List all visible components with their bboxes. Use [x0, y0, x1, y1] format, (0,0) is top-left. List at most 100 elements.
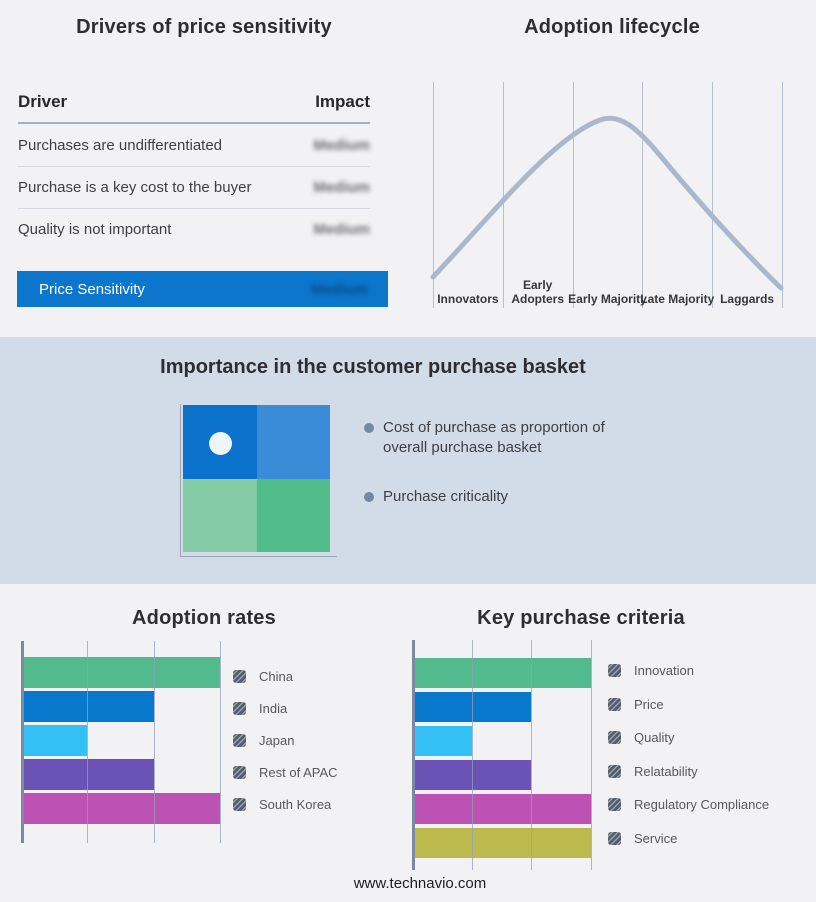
- lifecycle-gridline: [712, 82, 714, 308]
- adoption-rates-legend: China India Japan Rest of APAC South Korea: [233, 660, 338, 820]
- legend-swatch-icon: [608, 664, 621, 678]
- bar-regulatory-compliance: [415, 794, 591, 824]
- key-purchase-criteria-legend: Innovation Price Quality Relatability Regula…: [608, 654, 769, 855]
- basket-bullet-list: Cost of purchase as proportion of overal…: [364, 418, 654, 507]
- legend-swatch-icon: [233, 797, 246, 811]
- bell-curve-path: [430, 115, 784, 291]
- bullet-text: Cost of purchase as proportion of overal…: [383, 419, 605, 456]
- key-purchase-criteria-plot: [412, 640, 594, 870]
- legend-item: China: [233, 660, 338, 692]
- bar-price: [415, 692, 531, 722]
- legend-item: South Korea: [233, 788, 338, 820]
- quadrant-marker-dot: [209, 432, 232, 455]
- legend-label: Price: [634, 696, 664, 712]
- legend-label: Innovation: [634, 663, 694, 679]
- legend-item: Price: [608, 688, 769, 722]
- legend-swatch-icon: [608, 697, 621, 711]
- legend-label: China: [259, 668, 293, 684]
- driver-table-row: Purchase is a key cost to the buyer Mediu…: [18, 166, 370, 208]
- legend-label: Regulatory Compliance: [634, 797, 770, 813]
- legend-item: Innovation: [608, 654, 769, 688]
- driver-cell: Purchase is a key cost to the buyer: [18, 179, 252, 196]
- driver-cell: Quality is not important: [18, 221, 172, 238]
- legend-item: Relatability: [608, 755, 769, 789]
- lifecycle-gridline: [782, 82, 783, 308]
- impact-cell: Medium: [313, 136, 370, 154]
- bar-quality: [415, 726, 472, 756]
- price-sensitivity-impact-value: Medium: [311, 280, 368, 298]
- drivers-table: Driver Impact Purchases are undifferenti…: [18, 92, 370, 250]
- legend-label: India: [259, 700, 288, 716]
- column-header-impact: Impact: [315, 92, 370, 111]
- legend-item: Service: [608, 822, 769, 856]
- legend-swatch-icon: [608, 764, 621, 778]
- legend-swatch-icon: [233, 733, 246, 747]
- lifecycle-gridline: [433, 82, 434, 308]
- adoption-rates-plot: [21, 641, 223, 843]
- chart-gridline: [531, 640, 532, 870]
- legend-label: Quality: [634, 730, 675, 746]
- bar-japan: [24, 725, 87, 756]
- lifecycle-gridline: [502, 82, 504, 308]
- bar-relatability: [415, 760, 531, 790]
- bullet-text: Purchase criticality: [383, 488, 509, 505]
- quadrant-x-axis: [180, 556, 337, 557]
- quadrant-cell-top-right: [256, 405, 330, 479]
- key-purchase-criteria-title: Key purchase criteria: [477, 607, 685, 629]
- legend-label: Service: [634, 830, 678, 846]
- legend-item: Quality: [608, 721, 769, 755]
- drivers-table-rows: Purchases are undifferentiated Medium Purc…: [18, 124, 370, 250]
- quadrant-matrix: [183, 405, 330, 552]
- legend-item: India: [233, 692, 338, 724]
- bar-india: [24, 691, 154, 722]
- price-sensitivity-label: Price Sensitivity: [39, 280, 145, 298]
- driver-table-row: Purchases are undifferentiated Medium: [18, 124, 370, 166]
- chart-gridline: [87, 641, 88, 843]
- lifecycle-stage-label: Innovators: [437, 292, 499, 306]
- price-sensitivity-bar: Price Sensitivity Medium: [17, 271, 388, 307]
- legend-label: Japan: [259, 732, 295, 748]
- bar-china: [24, 657, 220, 688]
- lifecycle-gridline: [572, 82, 574, 308]
- legend-swatch-icon: [608, 831, 621, 845]
- drivers-panel-title: Drivers of price sensitivity: [76, 16, 332, 38]
- driver-cell: Purchases are undifferentiated: [18, 136, 223, 154]
- quadrant-y-axis: [180, 404, 181, 557]
- legend-label: Relatability: [634, 763, 698, 779]
- chart-gridline: [591, 640, 592, 870]
- chart-axis: [412, 640, 415, 870]
- bar-south-korea: [24, 793, 220, 824]
- bullet-item: Purchase criticality: [364, 487, 654, 507]
- quadrant-cell-bottom-right: [256, 478, 330, 552]
- adoption-rates-title: Adoption rates: [132, 607, 276, 629]
- impact-cell: Medium: [313, 179, 370, 196]
- legend-item: Rest of APAC: [233, 756, 338, 788]
- bar-rest-of-apac: [24, 759, 154, 790]
- legend-label: South Korea: [259, 796, 332, 812]
- footer-url: www.technavio.com: [353, 875, 487, 892]
- lifecycle-stage-label: Early Adopters: [511, 278, 565, 306]
- bullet-dot-icon: [364, 423, 374, 433]
- lifecycle-gridline: [642, 82, 644, 308]
- bar-service: [415, 828, 591, 858]
- lifecycle-stage-label: Late Majority: [640, 292, 715, 306]
- purchase-basket-band: Importance in the customer purchase bask…: [0, 337, 816, 584]
- legend-swatch-icon: [608, 731, 621, 745]
- drivers-table-header: Driver Impact: [18, 92, 370, 124]
- legend-item: Regulatory Compliance: [608, 788, 769, 822]
- chart-gridline: [472, 640, 473, 870]
- lifecycle-panel-title: Adoption lifecycle: [524, 16, 700, 38]
- legend-swatch-icon: [233, 701, 246, 715]
- bar-innovation: [415, 658, 591, 688]
- chart-gridline: [154, 641, 155, 843]
- legend-swatch-icon: [608, 798, 621, 812]
- legend-label: Rest of APAC: [259, 764, 338, 780]
- impact-cell: Medium: [313, 221, 370, 238]
- column-header-driver: Driver: [18, 92, 68, 111]
- chart-gridline: [220, 641, 221, 843]
- lifecycle-stage-label: Laggards: [720, 292, 775, 306]
- lifecycle-stage-label: Early Majority: [568, 292, 647, 306]
- chart-axis: [21, 641, 24, 843]
- legend-swatch-icon: [233, 765, 246, 779]
